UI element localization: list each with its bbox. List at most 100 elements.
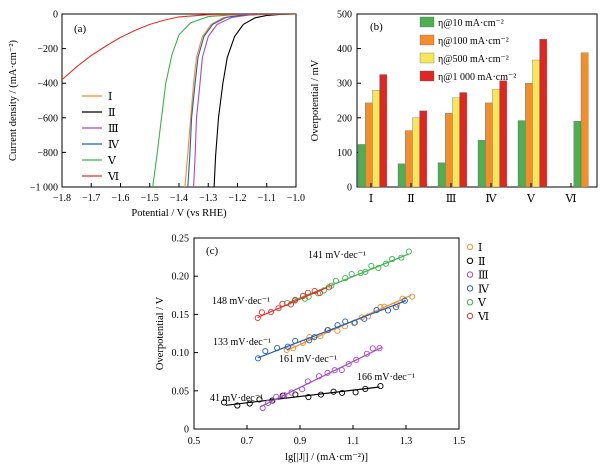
fit-line — [257, 287, 327, 319]
data-point — [362, 268, 369, 275]
data-point — [273, 393, 280, 400]
data-point — [304, 378, 311, 385]
slope-label: 148 mV·dec⁻¹ — [212, 296, 270, 307]
data-point — [275, 305, 282, 312]
data-point — [311, 334, 318, 341]
data-point — [377, 383, 384, 390]
series-line — [62, 14, 296, 81]
data-point — [368, 262, 375, 269]
legend-label: Ⅴ — [477, 297, 487, 309]
data-point — [324, 369, 331, 376]
panel-label: (b) — [370, 21, 383, 33]
x-tick-label: −1.3 — [199, 193, 217, 204]
x-tick-label: −1.6 — [111, 193, 129, 204]
data-point — [409, 293, 416, 300]
legend-label: Ⅰ — [478, 242, 482, 254]
panel-label: (c) — [206, 245, 219, 257]
data-point — [334, 327, 341, 334]
legend-label: Ⅴ — [107, 155, 117, 167]
x-tick-label: −1.1 — [258, 193, 276, 204]
data-point — [306, 337, 313, 344]
data-point — [264, 399, 272, 406]
legend-swatch — [419, 16, 435, 28]
bar — [580, 52, 589, 188]
data-point — [284, 343, 291, 350]
legend-marker — [466, 243, 474, 251]
legend-marker — [466, 299, 474, 306]
series-line — [184, 14, 296, 187]
series-line — [213, 14, 296, 187]
bar — [437, 162, 446, 188]
data-point — [234, 402, 241, 409]
legend-swatch — [419, 70, 435, 82]
x-tick-label: −1.5 — [141, 193, 159, 204]
data-point — [324, 326, 332, 334]
y-tick-label: 100 — [337, 148, 352, 159]
fit-line — [257, 300, 407, 359]
data-point — [254, 314, 261, 321]
bar — [372, 89, 380, 188]
y-tick-label: 0.25 — [172, 234, 190, 245]
bar — [485, 102, 493, 188]
y-tick-label: −200 — [37, 44, 58, 55]
bar — [573, 121, 582, 188]
x-axis-label: lg[|J|] / (mA·cm⁻²)] — [285, 452, 368, 463]
x-tick-label: Ⅴ — [526, 193, 536, 205]
x-tick-label: −1.2 — [228, 193, 246, 204]
y-tick-label: 0 — [53, 10, 58, 21]
data-point — [292, 296, 299, 304]
legend-label: Ⅱ — [108, 107, 115, 119]
data-point — [389, 256, 396, 263]
data-point — [259, 404, 266, 411]
data-point — [258, 309, 265, 316]
data-point — [369, 345, 376, 352]
series-line — [152, 14, 296, 187]
data-point — [376, 345, 383, 352]
x-tick-label: 0.7 — [241, 436, 254, 447]
y-axis-label: Overpotential / mV — [310, 59, 321, 141]
data-point — [262, 348, 269, 355]
y-tick-label: 0.10 — [172, 348, 190, 359]
legend-marker — [466, 312, 474, 320]
data-point — [305, 394, 312, 401]
bar — [459, 92, 467, 188]
slope-label: 161 mV·dec⁻¹ — [279, 354, 337, 365]
y-tick-label: 0.20 — [172, 272, 190, 283]
data-point — [315, 373, 323, 380]
legend-marker — [466, 271, 474, 278]
legend-label: Ⅳ — [108, 139, 120, 151]
data-point — [304, 289, 311, 296]
data-point — [342, 318, 349, 325]
y-tick-label: 0.15 — [172, 310, 190, 321]
bar — [499, 80, 507, 188]
data-point — [382, 260, 389, 267]
data-point — [256, 396, 263, 403]
legend-swatch — [419, 34, 435, 46]
y-axis-label: Overpotential / V — [155, 296, 166, 370]
data-point — [338, 366, 345, 374]
x-tick-label: 0.5 — [188, 436, 201, 447]
y-tick-label: 0.05 — [172, 386, 190, 397]
bar — [532, 59, 540, 188]
x-tick-label: 1.5 — [453, 436, 466, 447]
panel-a-frame — [61, 13, 297, 188]
y-tick-label: 300 — [337, 79, 352, 90]
bar — [539, 39, 547, 188]
slope-label: 141 mV·dec⁻¹ — [308, 250, 366, 261]
bar — [412, 117, 420, 188]
legend-marker — [466, 257, 474, 264]
series-line — [193, 14, 296, 187]
x-tick-label: −1.8 — [53, 193, 71, 204]
bar — [379, 74, 387, 188]
data-point — [292, 337, 299, 344]
bar — [517, 120, 526, 188]
data-point — [274, 344, 281, 352]
y-tick-label: 200 — [337, 113, 352, 124]
x-tick-label: 0.9 — [294, 436, 307, 447]
slope-label: 41 mV·dec⁻¹ — [210, 393, 263, 404]
data-point — [287, 301, 295, 308]
x-tick-label: −1.7 — [82, 193, 100, 204]
data-point — [289, 345, 297, 352]
slope-label: 166 mV·dec⁻¹ — [357, 372, 415, 383]
bar — [419, 110, 427, 188]
